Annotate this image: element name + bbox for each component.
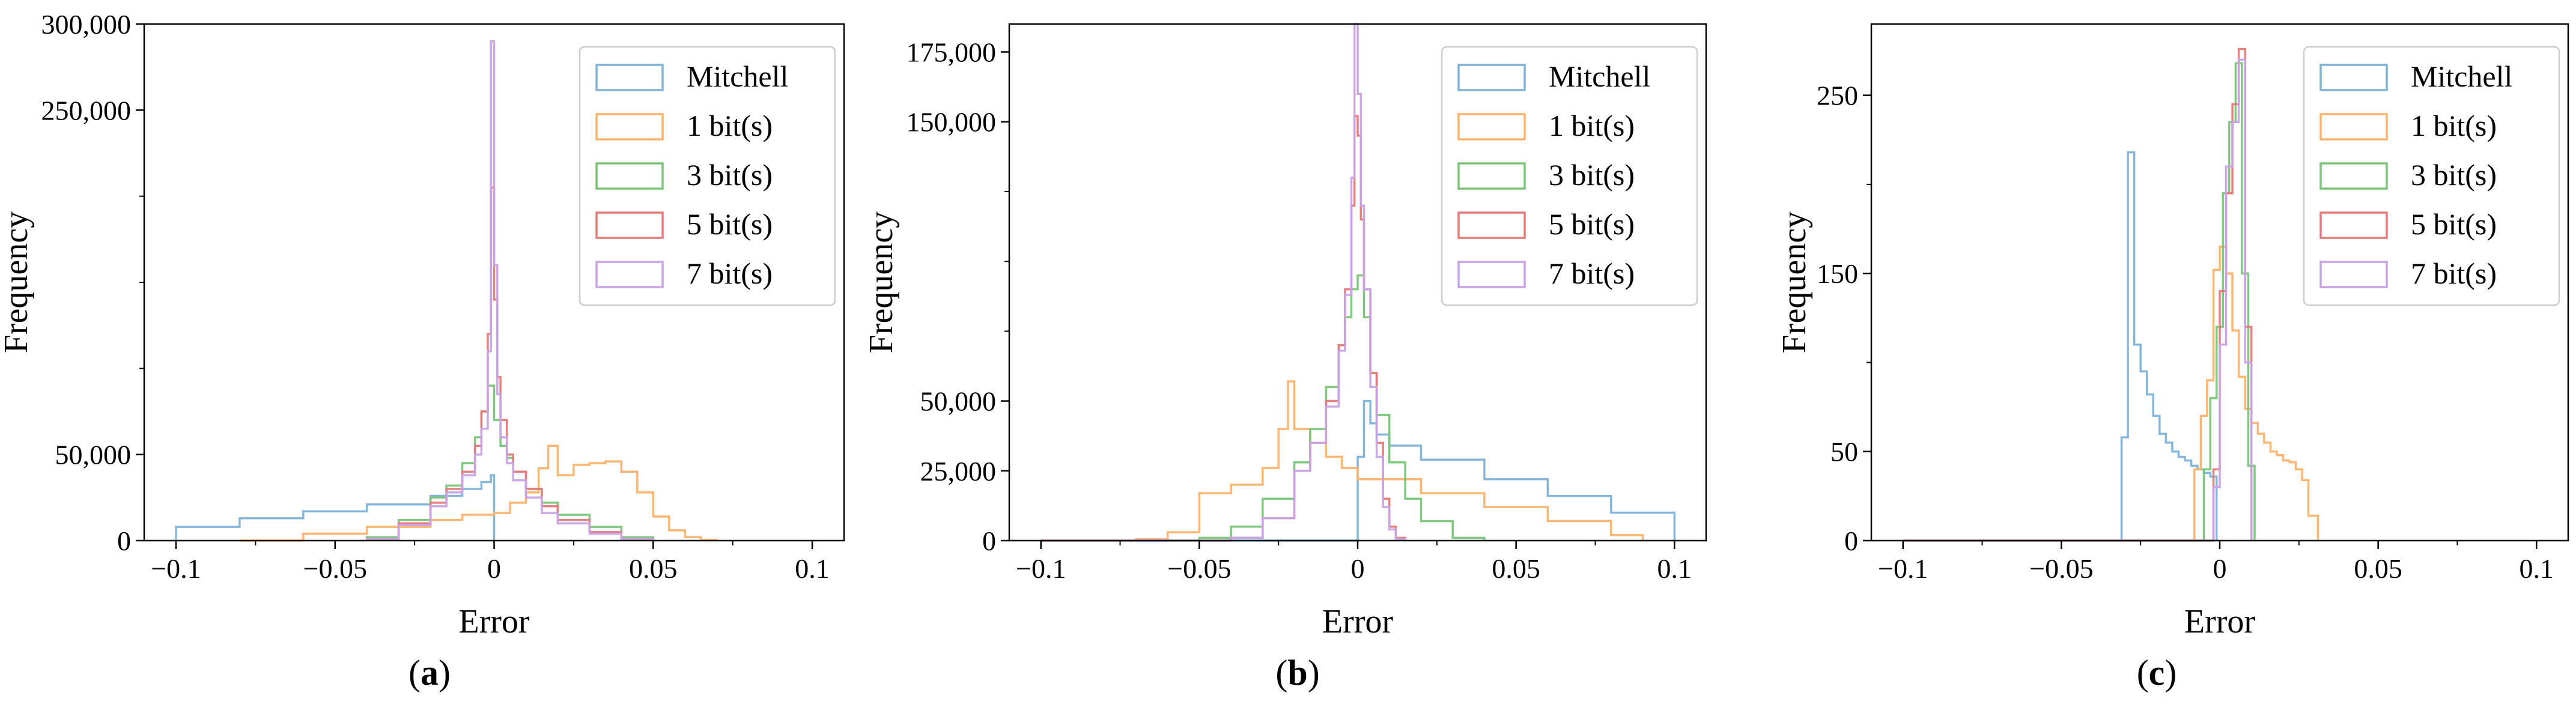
legend-label: 1 bit(s) (1549, 109, 1635, 142)
series-7-bit-s- (365, 40, 655, 541)
panel-label: (b) (1275, 653, 1319, 693)
legend-label: 3 bit(s) (1549, 158, 1635, 192)
x-axis-label: Error (1322, 603, 1394, 640)
x-tick-label: 0.1 (1657, 553, 1692, 584)
legend-swatch (1457, 211, 1526, 239)
legend-box (1441, 46, 1698, 306)
x-axis-label: Error (2184, 603, 2256, 640)
series-5-bit-s- (1903, 47, 2253, 542)
y-tick-label: 0 (982, 526, 996, 556)
y-tick-label: 50,000 (55, 440, 132, 470)
y-axis-label: Frequency (863, 211, 900, 353)
legend-box (579, 46, 836, 306)
legend: Mitchell 1 bit(s) 3 bit(s) 5 bit(s) 7 bit(s) (2303, 46, 2560, 306)
panel-label: (c) (2137, 653, 2177, 693)
legend-swatch (595, 261, 664, 288)
legend-label: 3 bit(s) (687, 158, 773, 192)
legend-label: 1 bit(s) (687, 109, 773, 142)
y-tick-label: 0 (117, 526, 131, 556)
x-tick-label: 0 (2213, 553, 2227, 584)
x-tick-label: −0.1 (151, 553, 201, 584)
y-tick-label: 250,000 (41, 95, 132, 126)
series-1-bit-s- (239, 445, 718, 542)
series-mitchell (1903, 151, 2218, 542)
x-tick-label: 0 (1351, 553, 1365, 584)
legend-label: 1 bit(s) (2411, 109, 2497, 142)
legend: Mitchell 1 bit(s) 3 bit(s) 5 bit(s) 7 bit(s) (1441, 46, 1698, 306)
legend-swatch (595, 211, 664, 239)
legend-label: Mitchell (1549, 59, 1650, 93)
y-tick-label: 50 (1830, 437, 1858, 467)
legend-label: 7 bit(s) (1549, 256, 1635, 290)
legend-swatch (1457, 261, 1526, 288)
chart-panel-3: −0.1 −0.05 0 0.05 0.1 0 50 150 250 Error Frequency… (1776, 23, 2569, 693)
x-tick-label: 0.05 (629, 553, 678, 584)
legend-swatch (595, 162, 664, 190)
x-tick-label: −0.1 (1016, 553, 1066, 584)
legend-swatch (2319, 211, 2388, 239)
series-3-bit-s- (365, 384, 655, 541)
series-1-bit-s- (1903, 245, 2319, 542)
legend-swatch (1457, 162, 1526, 190)
x-tick-label: −0.05 (303, 553, 367, 584)
legend-swatch (2319, 113, 2388, 141)
legend-swatch (2319, 64, 2388, 91)
legend-label: Mitchell (2411, 59, 2512, 93)
y-axis-label: Frequency (1776, 211, 1813, 353)
x-tick-label: −0.05 (1167, 553, 1231, 584)
legend: Mitchell 1 bit(s) 3 bit(s) 5 bit(s) 7 bit(s) (579, 46, 836, 306)
legend-label: 5 bit(s) (2411, 207, 2497, 241)
chart-panel-1: −0.1 −0.05 0 0.05 0.1 0 50,000 250,000 300,000 Er… (0, 9, 845, 693)
y-tick-label: 0 (1844, 526, 1858, 556)
y-tick-label: 50,000 (920, 386, 997, 417)
y-tick-label: 150 (1817, 258, 1858, 289)
legend-label: Mitchell (687, 59, 788, 93)
chart-panel-2: −0.1 −0.05 0 0.05 0.1 0 25,000 50,000 150,000 175… (863, 23, 1707, 693)
legend-label: 5 bit(s) (687, 207, 773, 241)
x-axis-label: Error (458, 603, 530, 640)
legend-label: 7 bit(s) (2411, 256, 2497, 290)
x-tick-label: −0.1 (1878, 553, 1928, 584)
legend-swatch (595, 113, 664, 141)
y-tick-label: 175,000 (907, 37, 997, 67)
series-7-bit-s- (1040, 23, 1406, 542)
y-tick-label: 300,000 (41, 9, 132, 40)
legend-swatch (2319, 261, 2388, 288)
x-tick-label: 0.05 (2354, 553, 2402, 584)
legend-swatch (1457, 64, 1526, 91)
y-tick-label: 250 (1817, 80, 1858, 111)
legend-box (2303, 46, 2560, 306)
legend-label: 3 bit(s) (2411, 158, 2497, 192)
legend-label: 7 bit(s) (687, 256, 773, 290)
x-tick-label: 0 (487, 553, 501, 584)
y-tick-label: 150,000 (907, 107, 997, 138)
y-tick-label: 25,000 (920, 456, 997, 487)
panel-label: (a) (409, 653, 451, 693)
legend-swatch (595, 64, 664, 91)
x-tick-label: 0.1 (2520, 553, 2554, 584)
legend-swatch (2319, 162, 2388, 190)
legend-swatch (1457, 113, 1526, 141)
series-7-bit-s- (1903, 58, 2253, 542)
x-tick-label: 0.1 (795, 553, 830, 584)
legend-label: 5 bit(s) (1549, 207, 1635, 241)
series-mitchell (175, 474, 496, 541)
x-tick-label: 0.05 (1492, 553, 1540, 584)
series-1-bit-s- (1040, 380, 1644, 542)
series-3-bit-s- (1040, 274, 1486, 542)
y-axis-label: Frequency (0, 211, 35, 353)
x-tick-label: −0.05 (2029, 553, 2093, 584)
